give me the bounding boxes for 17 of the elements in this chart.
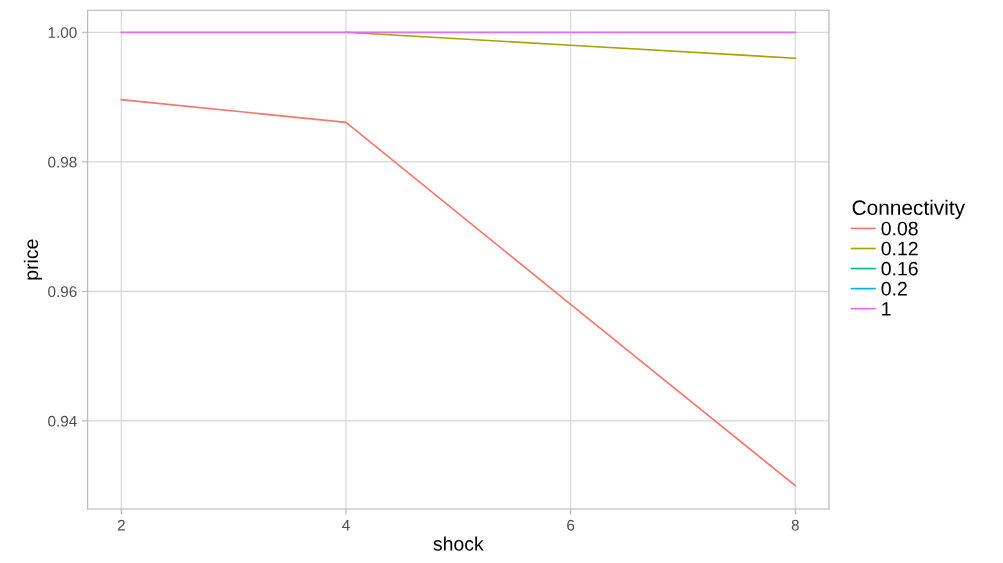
x-tick-label: 6 <box>567 519 575 531</box>
legend-label: 0.2 <box>881 281 907 296</box>
y-tick-label: 1.00 <box>48 27 77 39</box>
legend-title: Connectivity <box>852 199 966 220</box>
y-tick-label: 0.94 <box>48 415 77 427</box>
y-axis-title: price <box>23 239 42 280</box>
line-series <box>120 98 797 487</box>
x-tick-label: 8 <box>791 519 799 531</box>
legend-label: 0.08 <box>881 221 918 236</box>
legend-label: 0.12 <box>881 241 918 256</box>
x-tick-label: 2 <box>117 519 125 531</box>
y-tick-label: 0.96 <box>48 286 77 298</box>
x-axis-title: shock <box>433 536 484 551</box>
y-tick-label: 0.98 <box>48 156 77 168</box>
legend-label: 0.16 <box>881 261 918 276</box>
x-tick-label: 4 <box>342 519 350 531</box>
legend-label: 1 <box>882 302 891 316</box>
